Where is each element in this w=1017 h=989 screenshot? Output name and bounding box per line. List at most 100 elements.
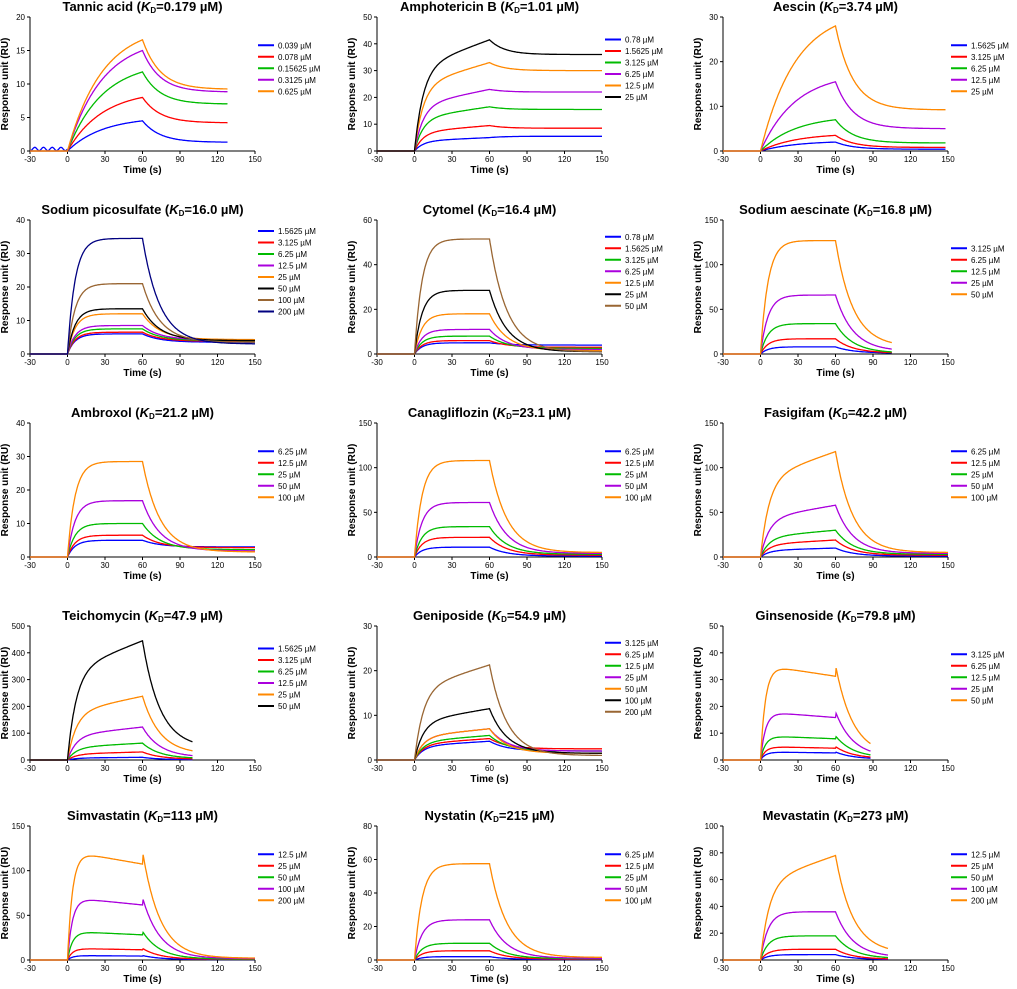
- x-tick-label: 150: [941, 964, 955, 973]
- legend-label: 12.5 µM: [278, 679, 307, 688]
- kd-value: =79.8 µM): [856, 608, 915, 623]
- x-tick-label: -30: [24, 964, 36, 973]
- series-line: [377, 664, 602, 761]
- x-tick-label: 150: [595, 155, 609, 164]
- x-tick-label: 150: [595, 561, 609, 570]
- x-axis-label: Time (s): [470, 165, 508, 176]
- legend-label: 12.5 µM: [278, 850, 307, 859]
- series-line: [723, 746, 871, 761]
- series-line: [723, 450, 948, 558]
- y-tick-label: 20: [363, 923, 372, 932]
- x-axis-label: Time (s): [816, 774, 854, 785]
- compound-name: Amphotericin B (: [400, 0, 505, 14]
- y-tick-label: 0: [714, 553, 719, 562]
- x-axis-label: Time (s): [123, 571, 161, 582]
- legend-label: 100 µM: [625, 493, 652, 502]
- y-tick-label: 50: [16, 911, 25, 920]
- legend-label: 6.25 µM: [278, 447, 307, 456]
- y-tick-label: 400: [12, 649, 26, 658]
- x-tick-label: -30: [371, 155, 383, 164]
- kd-symbol: K: [505, 0, 516, 14]
- y-tick-label: 30: [16, 250, 25, 259]
- x-tick-label: 90: [523, 964, 532, 973]
- x-tick-label: 120: [211, 358, 225, 367]
- compound-name: Nystatin (: [425, 808, 485, 823]
- series-line: [30, 333, 255, 355]
- legend-label: 25 µM: [278, 470, 301, 479]
- x-tick-label: 0: [758, 155, 763, 164]
- x-tick-label: 150: [941, 561, 955, 570]
- x-tick-label: 60: [485, 764, 494, 773]
- y-axis-label: Response unit (RU): [347, 241, 358, 334]
- x-tick-label: 60: [138, 764, 147, 773]
- legend-label: 12.5 µM: [625, 862, 654, 871]
- x-tick-label: 150: [595, 964, 609, 973]
- series-line: [30, 38, 228, 152]
- y-tick-label: 40: [16, 419, 25, 428]
- y-tick-label: 10: [16, 520, 25, 529]
- series-line: [30, 308, 255, 355]
- series-line: [723, 141, 946, 152]
- legend-label: 6.25 µM: [625, 70, 654, 79]
- x-tick-label: 90: [523, 358, 532, 367]
- compound-name: Ginsenoside (: [755, 608, 842, 623]
- y-axis-label: Response unit (RU): [347, 647, 358, 740]
- x-tick-label: 120: [211, 561, 225, 570]
- x-tick-label: 90: [176, 358, 185, 367]
- y-tick-label: 0: [714, 350, 719, 359]
- y-axis-label: Response unit (RU): [347, 847, 358, 940]
- kd-value: =0.179 µM): [156, 0, 222, 14]
- x-tick-label: 30: [794, 764, 803, 773]
- compound-name: Geniposide (: [413, 608, 492, 623]
- x-tick-label: 30: [101, 358, 110, 367]
- x-axis-label: Time (s): [123, 774, 161, 785]
- x-tick-label: -30: [717, 964, 729, 973]
- legend-label: 25 µM: [625, 470, 648, 479]
- kd-subscript: D: [847, 815, 853, 824]
- series-line: [377, 106, 602, 152]
- legend-label: 3.125 µM: [971, 244, 1005, 253]
- y-tick-label: 60: [363, 216, 372, 225]
- y-tick-label: 80: [709, 849, 718, 858]
- legend-label: 0.78 µM: [625, 233, 654, 242]
- x-tick-label: 150: [941, 358, 955, 367]
- series-line: [30, 237, 255, 355]
- y-tick-label: 50: [363, 508, 372, 517]
- x-tick-label: 90: [869, 155, 878, 164]
- x-tick-label: -30: [717, 155, 729, 164]
- legend-label: 6.25 µM: [278, 668, 307, 677]
- legend-label: 25 µM: [625, 93, 648, 102]
- legend-label: 50 µM: [625, 482, 648, 491]
- y-tick-label: 40: [709, 902, 718, 911]
- legend-label: 50 µM: [971, 696, 994, 705]
- y-tick-label: 300: [12, 676, 26, 685]
- y-tick-label: 0: [21, 147, 26, 156]
- x-tick-label: 30: [101, 561, 110, 570]
- legend-label: 6.25 µM: [625, 850, 654, 859]
- x-tick-label: 30: [101, 964, 110, 973]
- legend-label: 3.125 µM: [625, 59, 659, 68]
- chart-title: Simvastatin (KD=113 µM): [67, 808, 218, 824]
- series-line: [723, 239, 892, 355]
- x-tick-label: 120: [904, 358, 918, 367]
- legend-label: 100 µM: [278, 493, 305, 502]
- legend-label: 3.125 µM: [625, 639, 659, 648]
- legend-label: 100 µM: [278, 885, 305, 894]
- y-tick-label: 150: [705, 216, 719, 225]
- legend-label: 3.125 µM: [625, 256, 659, 265]
- y-axis-label: Response unit (RU): [693, 847, 704, 940]
- y-tick-label: 60: [709, 876, 718, 885]
- compound-name: Mevastatin (: [763, 808, 839, 823]
- x-tick-label: 90: [869, 764, 878, 773]
- kd-subscript: D: [179, 209, 185, 218]
- legend-label: 25 µM: [625, 673, 648, 682]
- kd-symbol: K: [140, 405, 151, 420]
- legend-label: 25 µM: [625, 873, 648, 882]
- kd-symbol: K: [482, 202, 493, 217]
- series-line: [723, 735, 871, 761]
- y-tick-label: 40: [16, 216, 25, 225]
- legend-label: 200 µM: [625, 708, 652, 717]
- series-line: [377, 919, 602, 961]
